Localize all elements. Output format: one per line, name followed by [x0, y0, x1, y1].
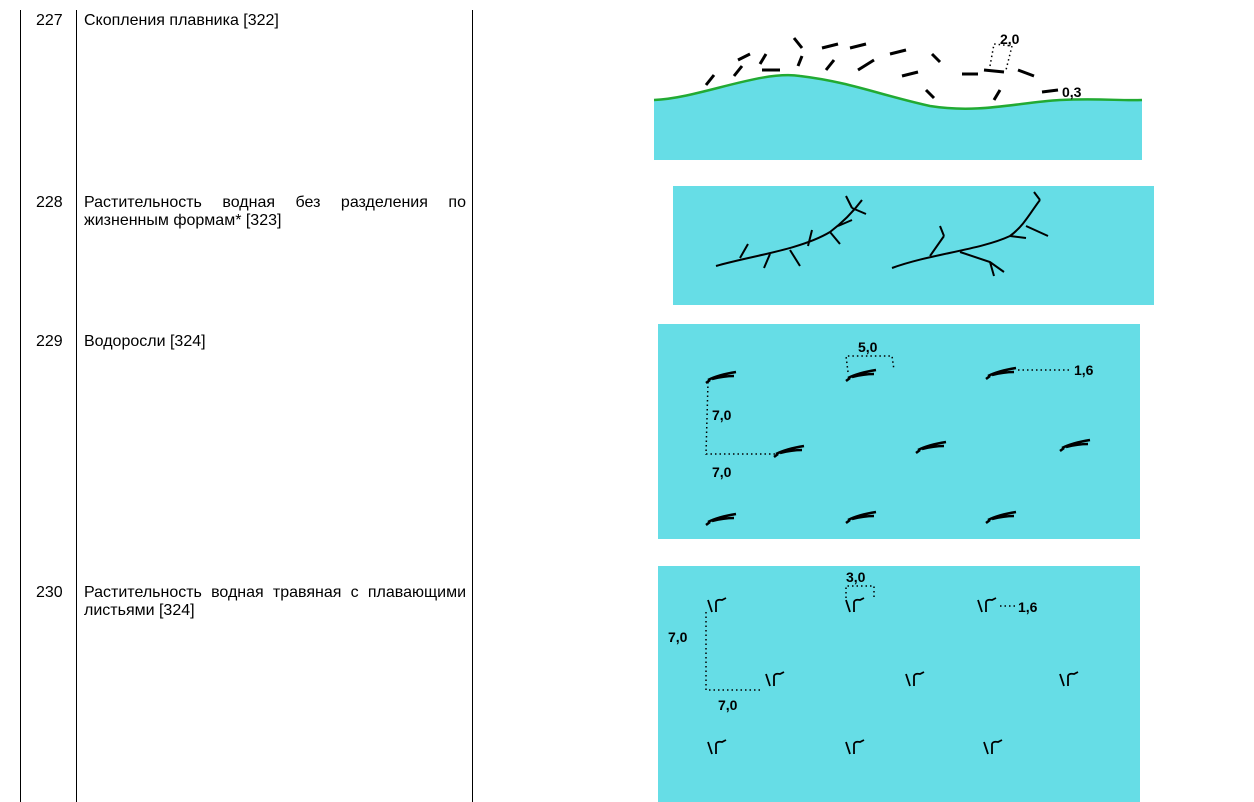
dimension-label: 7,0	[718, 697, 738, 713]
row-number: 229	[36, 333, 63, 350]
dimension-label: 7,0	[712, 407, 732, 423]
symbol-228	[673, 186, 1154, 305]
row-text: Скопления плавника [322]	[84, 12, 279, 29]
dimension-label: 7,0	[712, 464, 732, 480]
row-text: Водоросли [324]	[84, 333, 206, 350]
row-number: 228	[36, 194, 63, 211]
dimension-label: 2,0	[1000, 31, 1020, 47]
dimension-label: 0,3	[1062, 84, 1082, 100]
dimension-label: 5,0	[858, 339, 878, 355]
column-rule	[472, 10, 473, 802]
column-rule	[76, 10, 77, 802]
symbol-227: 2,0 0,3	[653, 31, 1143, 160]
row-number: 227	[36, 12, 63, 29]
dimension-label: 3,0	[846, 569, 866, 585]
column-rule	[20, 10, 21, 802]
row-text: Растительность водная без разделения по …	[84, 194, 466, 229]
symbol-230: 3,0 1,6 7,0 7,0	[658, 566, 1140, 802]
symbol-229: 5,0 1,6 7,0 7,0	[658, 324, 1140, 539]
row-number: 230	[36, 584, 63, 601]
row-text: Растительность водная травяная с плавающ…	[84, 584, 466, 619]
dimension-label: 1,6	[1074, 362, 1094, 378]
dimension-label: 7,0	[668, 629, 688, 645]
dimension-label: 1,6	[1018, 599, 1038, 615]
